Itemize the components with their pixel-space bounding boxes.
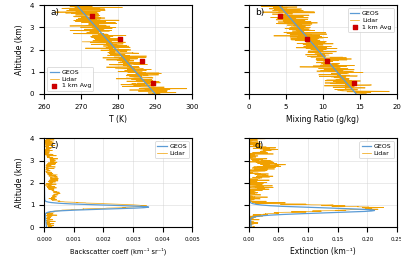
GEOS xyxy=(42,162,47,165)
GEOS xyxy=(306,37,310,40)
GEOS xyxy=(143,81,148,84)
Lidar xyxy=(52,190,57,194)
Legend: GEOS, Lidar, 1 km Avg: GEOS, Lidar, 1 km Avg xyxy=(348,8,394,32)
Line: GEOS: GEOS xyxy=(249,139,375,227)
GEOS xyxy=(344,81,349,84)
Lidar xyxy=(91,28,96,31)
GEOS xyxy=(103,37,108,40)
Lidar xyxy=(80,4,85,7)
X-axis label: Extinction (km⁻¹): Extinction (km⁻¹) xyxy=(290,247,356,256)
GEOS xyxy=(247,161,251,164)
1 km Avg xyxy=(117,36,123,41)
Lidar xyxy=(308,29,313,32)
Lidar xyxy=(49,225,54,228)
GEOS xyxy=(298,29,303,32)
GEOS xyxy=(247,170,251,173)
Lidar xyxy=(322,81,327,84)
Legend: GEOS, Lidar: GEOS, Lidar xyxy=(359,142,394,158)
1 km Avg xyxy=(89,14,95,18)
GEOS xyxy=(353,92,358,95)
Lidar xyxy=(50,161,55,164)
Line: Lidar: Lidar xyxy=(261,6,389,93)
GEOS xyxy=(42,161,47,164)
Lidar xyxy=(87,29,91,32)
GEOS xyxy=(96,29,101,32)
Lidar xyxy=(53,162,58,165)
Lidar xyxy=(150,92,155,95)
GEOS xyxy=(122,57,127,60)
X-axis label: Mixing Ratio (g/kg): Mixing Ratio (g/kg) xyxy=(286,115,359,124)
Y-axis label: Altitude (km): Altitude (km) xyxy=(15,24,24,75)
1 km Avg xyxy=(139,59,146,63)
GEOS xyxy=(43,214,48,218)
GEOS xyxy=(42,196,47,200)
GEOS xyxy=(328,63,333,67)
Lidar xyxy=(50,214,55,218)
Text: a): a) xyxy=(50,8,59,17)
GEOS xyxy=(257,214,262,218)
Lidar xyxy=(113,63,118,67)
Lidar xyxy=(147,81,152,84)
Line: GEOS: GEOS xyxy=(77,6,155,93)
GEOS xyxy=(44,225,49,228)
Legend: GEOS, Lidar, 1 km Avg: GEOS, Lidar, 1 km Avg xyxy=(47,67,93,91)
Lidar xyxy=(314,57,319,60)
GEOS xyxy=(247,190,252,194)
GEOS xyxy=(247,196,252,200)
1 km Avg xyxy=(323,59,330,63)
GEOS xyxy=(127,63,132,67)
GEOS xyxy=(42,170,47,173)
Lidar xyxy=(246,190,251,194)
GEOS xyxy=(96,28,101,31)
GEOS xyxy=(75,4,79,7)
GEOS xyxy=(246,137,251,140)
GEOS xyxy=(249,225,253,228)
Line: Lidar: Lidar xyxy=(249,139,384,227)
GEOS xyxy=(42,137,47,140)
Y-axis label: Altitude (km): Altitude (km) xyxy=(15,157,24,208)
GEOS xyxy=(42,190,47,194)
Lidar xyxy=(283,4,288,7)
Lidar xyxy=(256,170,261,173)
Text: d): d) xyxy=(255,141,264,150)
Line: GEOS: GEOS xyxy=(44,139,149,227)
GEOS xyxy=(298,28,303,31)
Legend: GEOS, Lidar: GEOS, Lidar xyxy=(155,142,189,158)
GEOS xyxy=(277,4,282,7)
Line: Lidar: Lidar xyxy=(44,139,147,227)
Lidar xyxy=(258,161,263,164)
Lidar xyxy=(43,137,48,140)
X-axis label: T (K): T (K) xyxy=(109,115,127,124)
Line: GEOS: GEOS xyxy=(279,6,356,93)
Line: Lidar: Lidar xyxy=(56,6,187,93)
Text: b): b) xyxy=(255,8,264,17)
Lidar xyxy=(364,92,369,95)
Lidar xyxy=(251,225,256,228)
Lidar xyxy=(135,57,140,60)
Lidar xyxy=(50,196,55,200)
1 km Avg xyxy=(303,36,310,41)
X-axis label: Backscatter coeff (km⁻¹ sr⁻¹): Backscatter coeff (km⁻¹ sr⁻¹) xyxy=(70,247,166,255)
1 km Avg xyxy=(150,81,157,85)
Lidar xyxy=(44,170,49,173)
GEOS xyxy=(152,92,157,95)
Lidar xyxy=(336,63,341,67)
Lidar xyxy=(289,37,294,40)
GEOS xyxy=(323,57,328,60)
GEOS xyxy=(247,162,251,165)
Lidar xyxy=(263,137,267,140)
Lidar xyxy=(260,214,265,218)
1 km Avg xyxy=(351,81,357,85)
Lidar xyxy=(255,162,260,165)
Text: c): c) xyxy=(50,141,59,150)
1 km Avg xyxy=(277,14,283,18)
Lidar xyxy=(300,28,304,31)
Lidar xyxy=(91,37,96,40)
Lidar xyxy=(246,196,251,200)
